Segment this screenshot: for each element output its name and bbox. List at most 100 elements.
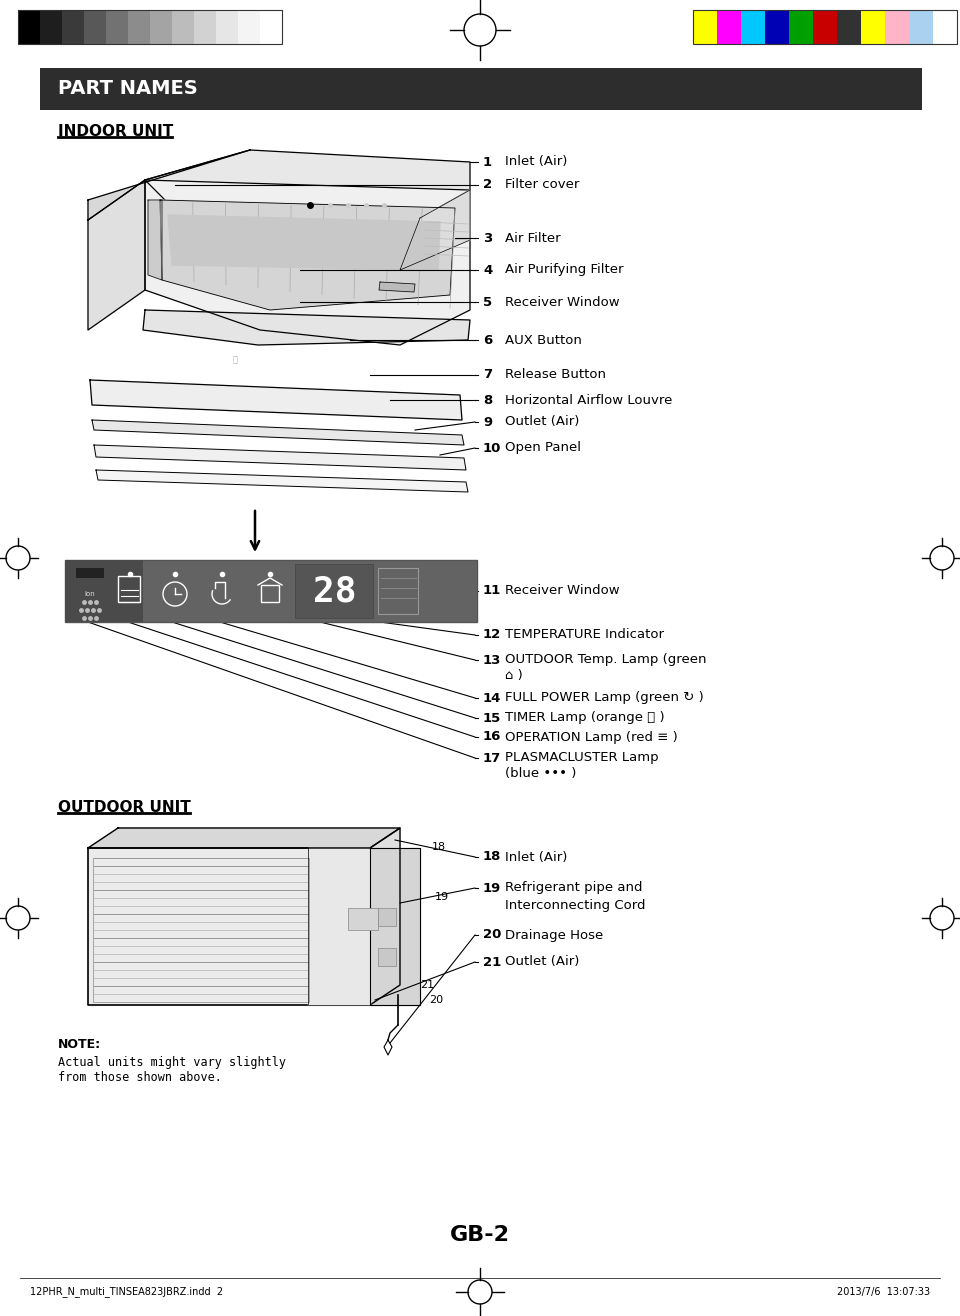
Text: Outlet (Air): Outlet (Air): [505, 955, 580, 969]
Text: 21: 21: [420, 980, 434, 990]
Bar: [150, 11, 172, 43]
Text: 21: 21: [483, 955, 501, 969]
Bar: [18, 11, 282, 43]
Text: 20: 20: [429, 995, 444, 1005]
Bar: [18, 11, 40, 43]
Bar: [76, 569, 104, 578]
Text: Filter cover: Filter cover: [505, 179, 580, 192]
Bar: [40, 68, 922, 111]
Text: Open Panel: Open Panel: [505, 441, 581, 454]
Bar: [238, 11, 260, 43]
Text: 13: 13: [483, 654, 501, 666]
Text: PLASMACLUSTER Lamp: PLASMACLUSTER Lamp: [505, 751, 659, 765]
Bar: [348, 908, 378, 930]
Text: 3: 3: [483, 232, 492, 245]
Text: 18: 18: [483, 850, 501, 863]
Polygon shape: [88, 180, 145, 330]
Bar: [106, 11, 128, 43]
Text: 11: 11: [483, 584, 501, 597]
Text: 5: 5: [483, 296, 492, 308]
Text: Refrigerant pipe and: Refrigerant pipe and: [505, 882, 642, 895]
Bar: [118, 576, 140, 601]
Bar: [933, 11, 957, 43]
Text: 14: 14: [483, 691, 501, 704]
Bar: [216, 11, 238, 43]
Bar: [813, 11, 837, 43]
Text: FULL POWER Lamp (green ↻ ): FULL POWER Lamp (green ↻ ): [505, 691, 704, 704]
Polygon shape: [90, 380, 462, 420]
Text: 9: 9: [483, 416, 492, 429]
Text: 28: 28: [313, 574, 357, 608]
Polygon shape: [379, 282, 415, 292]
Polygon shape: [308, 848, 370, 1005]
Bar: [885, 11, 909, 43]
Bar: [65, 561, 143, 622]
Bar: [93, 858, 309, 1001]
Bar: [693, 11, 717, 43]
Text: 稿: 稿: [232, 355, 237, 365]
Bar: [765, 11, 789, 43]
Bar: [65, 561, 477, 622]
Text: 18: 18: [432, 842, 446, 851]
Bar: [261, 586, 279, 601]
Polygon shape: [400, 190, 470, 270]
Text: NOTE:: NOTE:: [58, 1038, 101, 1051]
Bar: [62, 11, 84, 43]
Polygon shape: [160, 200, 455, 311]
Text: TEMPERATURE Indicator: TEMPERATURE Indicator: [505, 629, 664, 641]
Text: PART NAMES: PART NAMES: [58, 79, 198, 99]
Text: Release Button: Release Button: [505, 368, 606, 382]
Text: 2: 2: [483, 179, 492, 192]
Text: Inlet (Air): Inlet (Air): [505, 850, 567, 863]
Text: Interconnecting Cord: Interconnecting Cord: [505, 900, 645, 912]
Text: 17: 17: [483, 751, 501, 765]
Polygon shape: [88, 828, 400, 848]
Bar: [128, 11, 150, 43]
Text: TIMER Lamp (orange ⏰ ): TIMER Lamp (orange ⏰ ): [505, 712, 664, 725]
Text: Drainage Hose: Drainage Hose: [505, 929, 603, 941]
Bar: [861, 11, 885, 43]
Text: Ion: Ion: [84, 591, 95, 597]
Text: Horizontal Airflow Louvre: Horizontal Airflow Louvre: [505, 393, 672, 407]
Text: INDOOR UNIT: INDOOR UNIT: [58, 125, 173, 139]
Polygon shape: [143, 311, 470, 345]
Text: Outlet (Air): Outlet (Air): [505, 416, 580, 429]
Text: AUX Button: AUX Button: [505, 333, 582, 346]
Bar: [260, 11, 282, 43]
Text: from those shown above.: from those shown above.: [58, 1071, 222, 1084]
Bar: [40, 11, 62, 43]
Text: 6: 6: [483, 333, 492, 346]
Text: OUTDOOR UNIT: OUTDOOR UNIT: [58, 800, 191, 816]
Bar: [172, 11, 194, 43]
Bar: [295, 565, 373, 619]
Polygon shape: [96, 470, 468, 492]
Text: 2013/7/6  13:07:33: 2013/7/6 13:07:33: [837, 1287, 930, 1298]
Bar: [378, 948, 396, 966]
Text: 1: 1: [483, 155, 492, 168]
Text: GB-2: GB-2: [450, 1225, 510, 1245]
Text: OPERATION Lamp (red ≡ ): OPERATION Lamp (red ≡ ): [505, 730, 678, 744]
Bar: [741, 11, 765, 43]
Text: 20: 20: [483, 929, 501, 941]
Bar: [378, 569, 418, 615]
Text: Air Filter: Air Filter: [505, 232, 561, 245]
Text: Receiver Window: Receiver Window: [505, 584, 619, 597]
Bar: [378, 908, 396, 926]
Text: 10: 10: [483, 441, 501, 454]
Polygon shape: [370, 828, 400, 1005]
Polygon shape: [370, 848, 420, 1005]
Bar: [789, 11, 813, 43]
Text: 8: 8: [483, 393, 492, 407]
Bar: [84, 11, 106, 43]
Text: OUTDOOR Temp. Lamp (green: OUTDOOR Temp. Lamp (green: [505, 654, 707, 666]
Text: 12: 12: [483, 629, 501, 641]
Polygon shape: [88, 848, 370, 1005]
Text: 7: 7: [483, 368, 492, 382]
Polygon shape: [148, 200, 162, 280]
Polygon shape: [145, 180, 470, 345]
Text: 19: 19: [435, 892, 449, 901]
Text: 12PHR_N_multi_TINSEA823JBRZ.indd  2: 12PHR_N_multi_TINSEA823JBRZ.indd 2: [30, 1287, 223, 1298]
Polygon shape: [94, 445, 466, 470]
Text: Air Purifying Filter: Air Purifying Filter: [505, 263, 623, 276]
Polygon shape: [145, 150, 470, 218]
